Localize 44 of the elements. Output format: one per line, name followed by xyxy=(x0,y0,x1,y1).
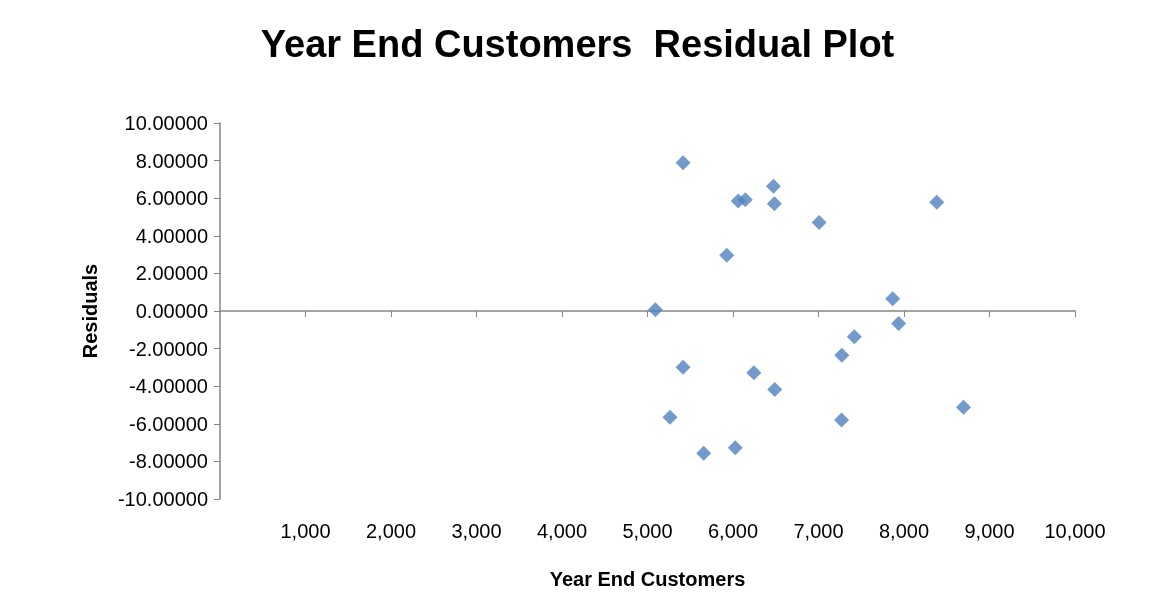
point xyxy=(647,302,663,318)
y-tick-label: 6.00000 xyxy=(135,187,208,210)
x-tick-label: 7,000 xyxy=(793,520,844,542)
point xyxy=(834,412,850,428)
x-tick-label: 4,000 xyxy=(536,520,588,542)
point xyxy=(719,247,735,263)
point xyxy=(737,192,753,208)
x-tick-label: 2,000 xyxy=(365,520,417,542)
x-tick-label: 9,000 xyxy=(964,520,1015,542)
point xyxy=(834,347,850,363)
x-tick-label: 5,000 xyxy=(622,520,673,542)
point xyxy=(675,155,691,171)
point xyxy=(696,445,712,461)
point xyxy=(956,399,972,415)
y-tick-label: -4.00000 xyxy=(129,375,208,398)
y-tick-label: 2.00000 xyxy=(135,262,208,285)
y-tick-label: -6.00000 xyxy=(129,412,208,435)
y-tick-label: 0.00000 xyxy=(135,300,208,322)
y-tick-label: -10.00000 xyxy=(117,488,208,510)
y-tick-label: 4.00000 xyxy=(135,224,208,247)
point xyxy=(675,359,691,375)
point xyxy=(891,316,907,332)
y-tick-label: -8.00000 xyxy=(129,450,208,473)
x-tick-label: 6,000 xyxy=(707,520,759,542)
x-tick-label: 3,000 xyxy=(451,520,502,542)
x-tick-label: 10,000 xyxy=(1044,520,1106,542)
y-tick-label: 10.00000 xyxy=(124,112,208,134)
y-axis-title: Residuals xyxy=(79,263,101,359)
point xyxy=(929,194,945,210)
point xyxy=(765,178,781,194)
point xyxy=(727,440,743,456)
chart-title: Year End Customers Residual Plot xyxy=(260,23,895,65)
point xyxy=(766,196,782,212)
point xyxy=(746,365,762,381)
x-axis-title: Year End Customers xyxy=(549,568,746,590)
point xyxy=(662,409,678,425)
x-tick-label: 8,000 xyxy=(878,520,930,542)
y-tick-label: -2.00000 xyxy=(129,337,208,360)
point xyxy=(811,214,827,230)
point xyxy=(846,329,862,345)
y-tick-label: 8.00000 xyxy=(135,149,208,172)
point xyxy=(885,291,901,307)
point xyxy=(767,381,783,397)
x-tick-label: 1,000 xyxy=(280,520,331,542)
